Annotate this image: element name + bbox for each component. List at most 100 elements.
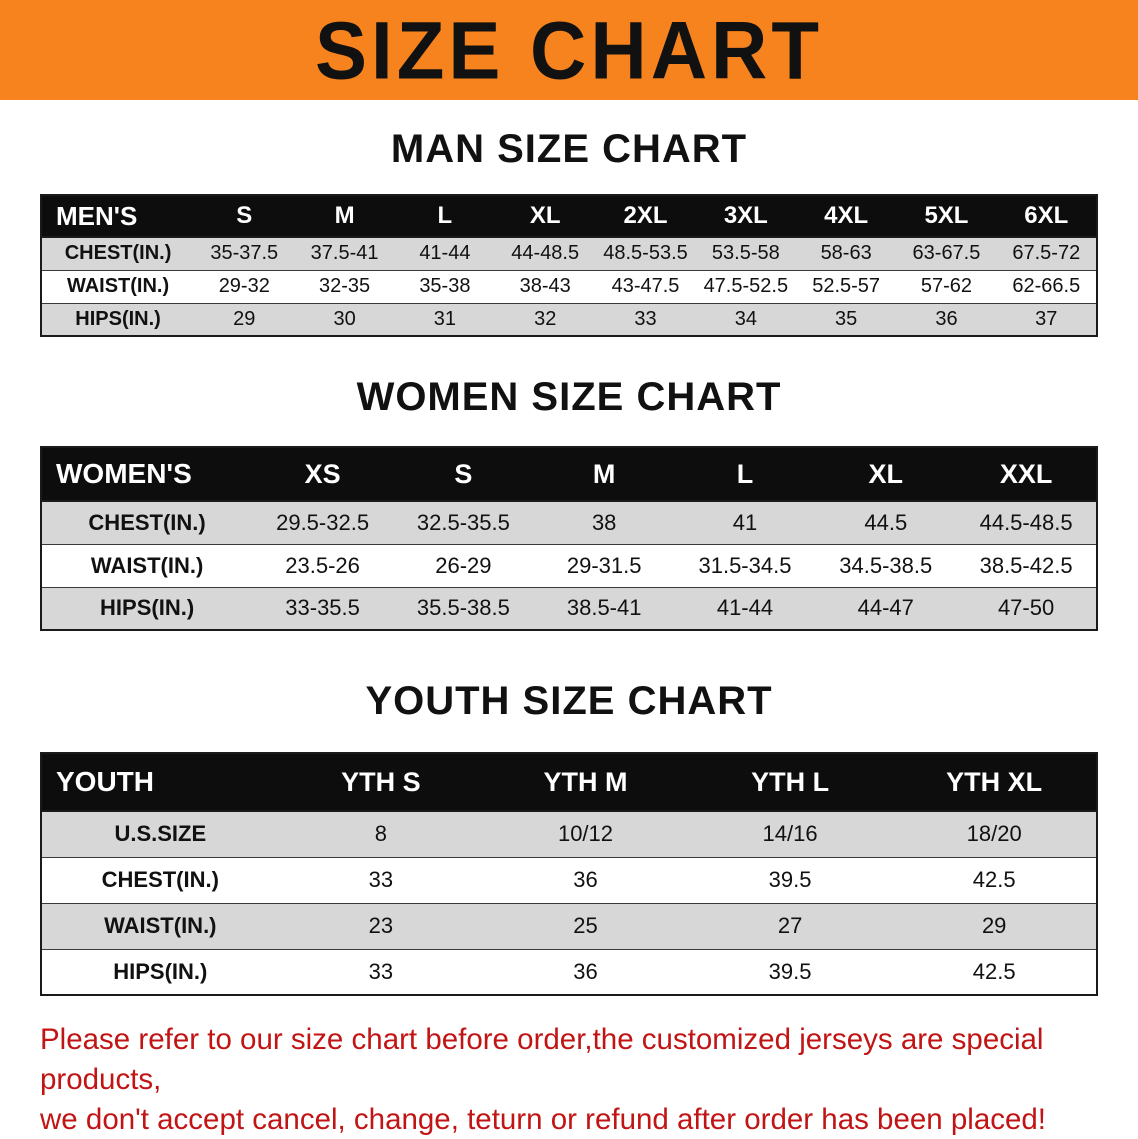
- row-label: HIPS(IN.): [41, 302, 195, 336]
- table-row: CHEST(IN.) 29.5-32.5 32.5-35.5 38 41 44.5 44.5…: [41, 500, 1097, 544]
- column-header: 3XL: [695, 195, 796, 238]
- column-header: XS: [252, 447, 393, 502]
- table-cell: 18/20: [892, 810, 1097, 857]
- table-cell: 42.5: [892, 856, 1097, 903]
- disclaimer-line-1: Please refer to our size chart before or…: [40, 1023, 1044, 1096]
- table-cell: 29-32: [194, 269, 295, 303]
- table-row: WAIST(IN.) 23.5-26 26-29 29-31.5 31.5-34.5 34…: [41, 543, 1097, 587]
- disclaimer-text: Please refer to our size chart before or…: [40, 1020, 1100, 1139]
- man-size-chart-heading: MAN SIZE CHART: [390, 127, 748, 171]
- table-cell: 41: [674, 500, 816, 544]
- column-header: 4XL: [795, 195, 897, 238]
- table-cell: 57-62: [896, 269, 997, 303]
- table-cell: 36: [896, 302, 997, 336]
- row-label: CHEST(IN.): [41, 236, 195, 270]
- row-label: CHEST(IN.): [41, 500, 253, 544]
- column-header: L: [394, 195, 496, 238]
- column-header: YTH M: [483, 753, 688, 812]
- column-header: S: [392, 447, 534, 502]
- table-cell: 32: [495, 302, 596, 336]
- header-row: YOUTH YTH S YTH M YTH L YTH XL: [41, 753, 1097, 812]
- table-cell: 62-66.5: [996, 269, 1097, 303]
- column-header: XL: [815, 447, 957, 502]
- column-header: XXL: [956, 447, 1097, 502]
- table-cell: 44-47: [815, 586, 957, 630]
- table-cell: 47.5-52.5: [695, 269, 796, 303]
- table-cell: 58-63: [795, 236, 897, 270]
- table-row: U.S.SIZE 8 10/12 14/16 18/20: [41, 810, 1097, 857]
- table-title-cell: MEN'S: [41, 195, 195, 238]
- youth-size-chart-heading: YOUTH SIZE CHART: [365, 679, 773, 723]
- table-row: HIPS(IN.) 29 30 31 32 33 34 35 36 37: [41, 302, 1097, 336]
- column-header: 2XL: [595, 195, 696, 238]
- youth-size-table: YOUTH YTH S YTH M YTH L YTH XL U.S.SIZE 8 10/12…: [40, 752, 1098, 996]
- table-cell: 29-31.5: [533, 543, 675, 587]
- table-cell: 33: [595, 302, 696, 336]
- table-cell: 29.5-32.5: [252, 500, 393, 544]
- size-chart-banner: SIZE CHART: [0, 0, 1138, 100]
- table-cell: 23.5-26: [252, 543, 393, 587]
- table-cell: 44-48.5: [495, 236, 596, 270]
- table-row: WAIST(IN.) 29-32 32-35 35-38 38-43 43-47.5 47.…: [41, 269, 1097, 303]
- women-size-table: WOMEN'S XS S M L XL XXL CHEST(IN.) 29.5-32.5 32.5…: [40, 446, 1098, 631]
- table-cell: 30: [294, 302, 395, 336]
- table-cell: 33: [278, 856, 484, 903]
- column-header: 5XL: [896, 195, 997, 238]
- table-cell: 37: [996, 302, 1097, 336]
- table-row: WAIST(IN.) 23 25 27 29: [41, 902, 1097, 949]
- column-header: M: [294, 195, 395, 238]
- table-row: CHEST(IN.) 35-37.5 37.5-41 41-44 44-48.5 48.5…: [41, 236, 1097, 270]
- column-header: YTH L: [687, 753, 893, 812]
- table-cell: 53.5-58: [695, 236, 796, 270]
- column-header: YTH XL: [892, 753, 1097, 812]
- table-cell: 8: [278, 810, 484, 857]
- table-cell: 44.5: [815, 500, 957, 544]
- table-cell: 37.5-41: [294, 236, 395, 270]
- header-row: WOMEN'S XS S M L XL XXL: [41, 447, 1097, 502]
- table-title-cell: YOUTH: [41, 753, 279, 812]
- row-label: WAIST(IN.): [41, 902, 279, 949]
- table-cell: 48.5-53.5: [595, 236, 696, 270]
- table-cell: 32-35: [294, 269, 395, 303]
- table-cell: 36: [483, 856, 688, 903]
- column-header: L: [674, 447, 816, 502]
- table-cell: 27: [687, 902, 893, 949]
- table-cell: 41-44: [394, 236, 496, 270]
- table-cell: 34.5-38.5: [815, 543, 957, 587]
- table-cell: 47-50: [956, 586, 1097, 630]
- disclaimer-line-2: we don't accept cancel, change, teturn o…: [40, 1102, 1046, 1136]
- table-cell: 34: [695, 302, 796, 336]
- table-cell: 38.5-42.5: [956, 543, 1097, 587]
- table-cell: 31: [394, 302, 496, 336]
- table-cell: 38.5-41: [533, 586, 675, 630]
- header-row: MEN'S S M L XL 2XL 3XL 4XL 5XL 6XL: [41, 195, 1097, 238]
- table-cell: 43-47.5: [595, 269, 696, 303]
- women-size-chart-heading: WOMEN SIZE CHART: [356, 375, 782, 419]
- column-header: XL: [495, 195, 596, 238]
- table-row: CHEST(IN.) 33 36 39.5 42.5: [41, 856, 1097, 903]
- table-cell: 33-35.5: [252, 586, 393, 630]
- table-cell: 35-37.5: [194, 236, 295, 270]
- table-cell: 14/16: [687, 810, 893, 857]
- row-label: HIPS(IN.): [41, 948, 279, 995]
- man-size-table: MEN'S S M L XL 2XL 3XL 4XL 5XL 6XL CHEST(IN.) 35-37…: [40, 194, 1098, 337]
- table-cell: 52.5-57: [795, 269, 897, 303]
- column-header: YTH S: [278, 753, 484, 812]
- table-cell: 38: [533, 500, 675, 544]
- table-cell: 42.5: [892, 948, 1097, 995]
- man-size-table-container: MEN'S S M L XL 2XL 3XL 4XL 5XL 6XL CHEST(IN.) 35-37…: [40, 194, 1098, 337]
- table-row: HIPS(IN.) 33-35.5 35.5-38.5 38.5-41 41-44 44-…: [41, 586, 1097, 630]
- table-cell: 32.5-35.5: [392, 500, 534, 544]
- table-cell: 39.5: [687, 856, 893, 903]
- row-label: WAIST(IN.): [41, 543, 253, 587]
- table-cell: 23: [278, 902, 484, 949]
- table-cell: 31.5-34.5: [674, 543, 816, 587]
- table-cell: 35.5-38.5: [392, 586, 534, 630]
- table-cell: 63-67.5: [896, 236, 997, 270]
- table-cell: 26-29: [392, 543, 534, 587]
- table-cell: 29: [194, 302, 295, 336]
- table-cell: 39.5: [687, 948, 893, 995]
- table-cell: 67.5-72: [996, 236, 1097, 270]
- column-header: S: [194, 195, 295, 238]
- table-title-cell: WOMEN'S: [41, 447, 253, 502]
